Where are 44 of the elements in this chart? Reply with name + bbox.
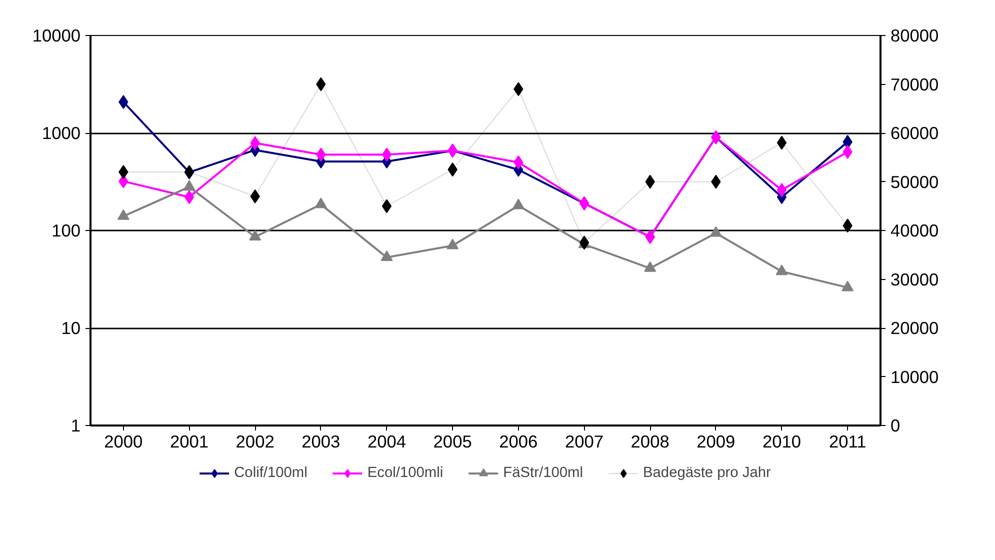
point [710, 226, 722, 237]
y2-tick-label: 10000 [890, 366, 939, 387]
point [644, 261, 656, 272]
y2-tick-label: 50000 [890, 172, 939, 192]
legend-label: Colif/100ml [234, 464, 308, 480]
point [117, 209, 130, 220]
x-tick-label: 2008 [630, 432, 670, 452]
y2-tick-label: 80000 [890, 26, 939, 46]
y-tick-label: 10 [61, 318, 81, 338]
y2-tick-label: 60000 [890, 123, 939, 143]
y2-tick-label: 20000 [890, 318, 939, 338]
point [380, 250, 393, 262]
y-tick-label: 1000 [42, 123, 81, 143]
point [842, 280, 854, 292]
y2-tick-label: 0 [890, 416, 900, 436]
legend-label: FäStr/100ml [503, 464, 583, 480]
point [776, 264, 788, 276]
x-tick-label: 2000 [104, 432, 143, 452]
legend-label: Ecol/100mli [367, 464, 444, 480]
point [446, 238, 459, 250]
point [183, 180, 196, 191]
x-tick-label: 2006 [499, 432, 538, 452]
point [314, 198, 327, 208]
x-tick-label: 2010 [762, 432, 802, 452]
point [249, 230, 262, 241]
y-tick-label: 100 [52, 220, 81, 240]
x-tick-label: 2004 [367, 432, 406, 452]
y2-tick-label: 30000 [890, 269, 939, 290]
y2-tick-label: 40000 [890, 220, 939, 240]
x-tick-label: 2002 [236, 432, 274, 452]
x-tick-label: 2001 [170, 432, 209, 452]
y-tick-label: 1 [70, 416, 81, 436]
legend-label: Badegäste pro Jahr [642, 464, 771, 480]
x-tick-label: 2003 [302, 432, 340, 452]
y2-tick-label: 70000 [890, 74, 939, 94]
point [184, 190, 194, 204]
x-tick-label: 2007 [564, 432, 604, 452]
point [776, 183, 787, 198]
x-tick-label: 2009 [696, 432, 736, 452]
x-tick-label: 2005 [433, 432, 472, 452]
point [512, 198, 524, 210]
x-tick-label: 2011 [828, 432, 866, 452]
point [382, 148, 392, 162]
y-tick-label: 10000 [32, 26, 80, 46]
